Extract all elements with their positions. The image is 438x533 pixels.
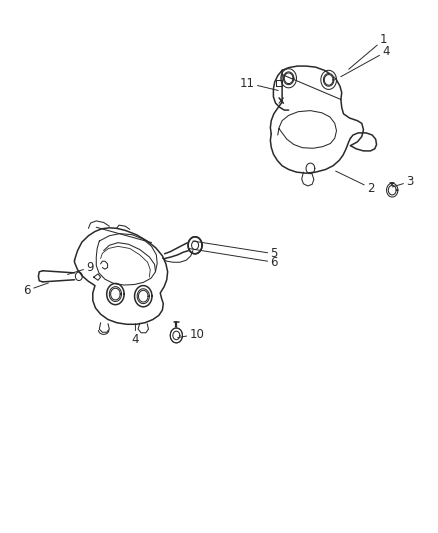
Text: 5: 5 [193,241,278,260]
Text: 4: 4 [341,45,390,77]
Text: 11: 11 [240,77,278,91]
Text: 10: 10 [178,328,204,341]
Text: 2: 2 [336,171,374,195]
Text: 9: 9 [67,261,94,274]
Polygon shape [387,183,398,197]
Polygon shape [323,74,334,86]
Text: 4: 4 [132,324,139,346]
Polygon shape [137,289,149,304]
Polygon shape [110,287,121,302]
Text: 6: 6 [24,283,48,297]
Text: 3: 3 [392,175,413,188]
Text: 6: 6 [188,248,278,269]
Polygon shape [170,328,183,343]
Text: 1: 1 [349,33,388,69]
Polygon shape [283,72,294,85]
Polygon shape [188,237,202,254]
